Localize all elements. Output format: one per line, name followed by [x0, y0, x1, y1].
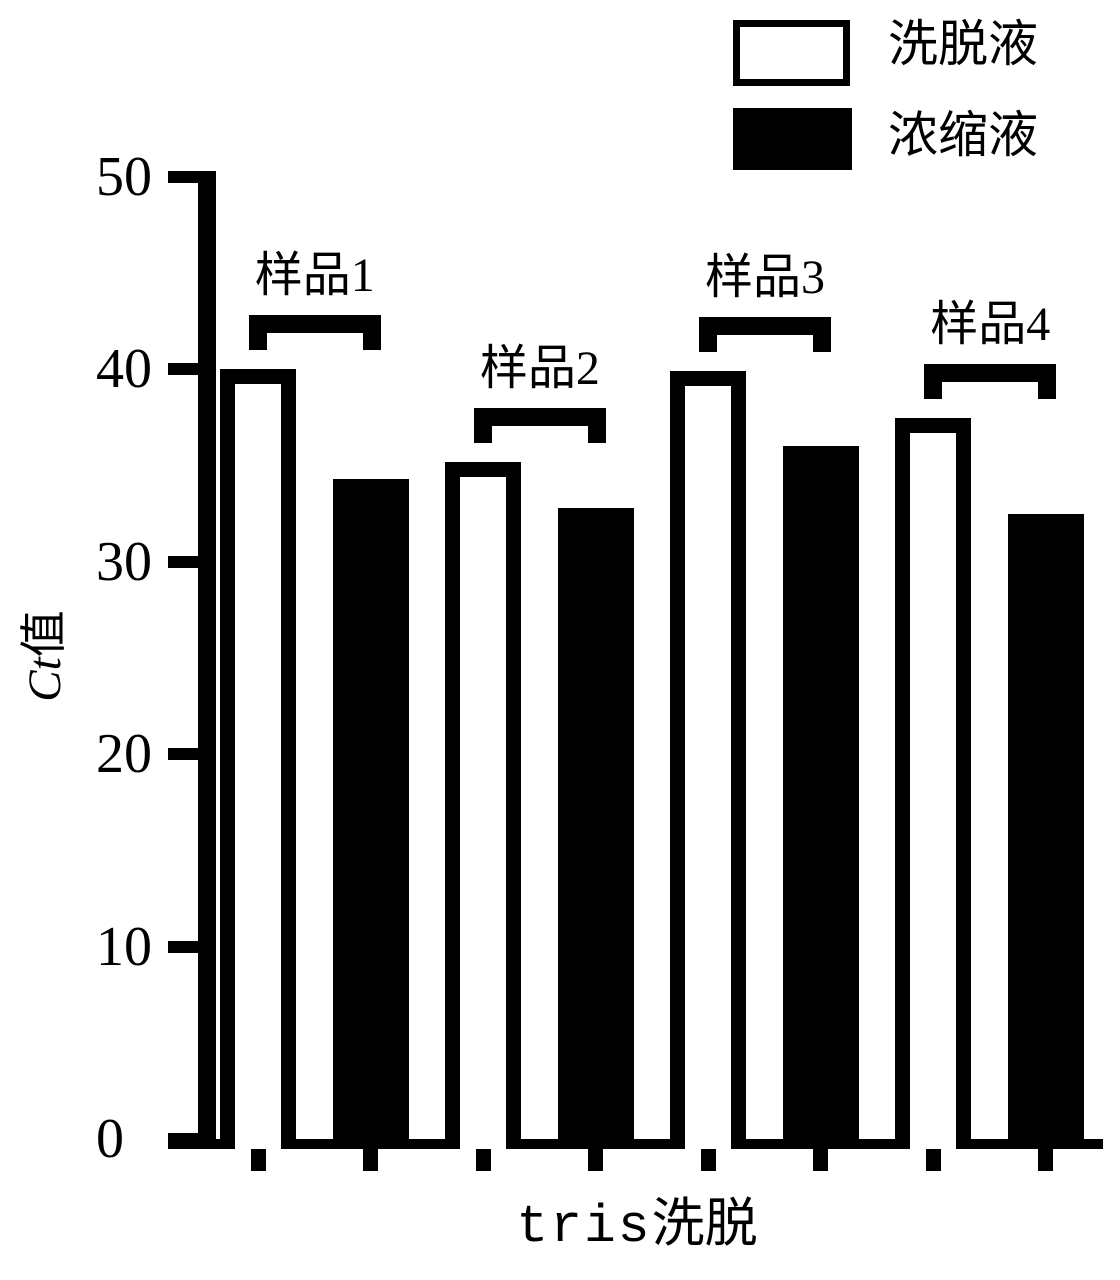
y-tick-label: 50 — [96, 146, 152, 208]
x-tick — [250, 1149, 266, 1171]
y-tick — [168, 555, 216, 568]
bar-concentrate-样品3 — [782, 446, 859, 1149]
x-tick — [475, 1149, 491, 1171]
group-label: 样品2 — [479, 341, 600, 395]
x-tick — [925, 1149, 941, 1171]
group-bracket — [699, 317, 831, 353]
x-tick — [813, 1149, 829, 1171]
bar-eluate-样品1 — [220, 369, 296, 1149]
y-tick-label: 40 — [96, 338, 152, 401]
bar-concentrate-样品1 — [332, 479, 409, 1149]
group-label: 样品1 — [254, 249, 375, 303]
legend-label-eluate: 洗脱液 — [888, 16, 1038, 72]
group-bracket — [474, 407, 606, 443]
x-axis-label-cjk: 洗脱 — [651, 1195, 758, 1253]
bar-eluate-样品2 — [445, 461, 522, 1149]
y-axis-title-cjk: 值 — [19, 610, 71, 658]
group-bracket — [924, 363, 1056, 399]
y-tick — [168, 363, 216, 376]
x-axis-line — [168, 1139, 1103, 1149]
x-tick — [588, 1149, 604, 1171]
y-tick — [168, 171, 216, 183]
y-axis-line — [198, 171, 216, 1149]
x-tick — [1038, 1149, 1054, 1171]
group-label: 样品3 — [705, 251, 826, 305]
bar-eluate-样品4 — [895, 417, 972, 1149]
y-tick-label: 0 — [96, 1108, 124, 1170]
x-tick — [363, 1149, 379, 1171]
y-tick-label: 30 — [96, 530, 152, 593]
legend-swatch-eluate — [733, 20, 850, 86]
legend-label-concentrate: 浓缩液 — [888, 107, 1038, 163]
y-axis-title-italic: Ct — [19, 657, 71, 702]
bar-eluate-样品3 — [670, 371, 747, 1149]
x-axis-label: tris洗脱 — [516, 1196, 757, 1255]
y-axis-title: Ct值 — [19, 610, 71, 702]
y-tick-label: 10 — [96, 915, 152, 978]
x-tick — [700, 1149, 716, 1171]
y-tick — [168, 940, 216, 953]
x-axis-label-latin: tris — [516, 1197, 652, 1257]
bar-concentrate-样品4 — [1007, 513, 1084, 1149]
y-tick-label: 20 — [96, 723, 152, 786]
y-tick — [168, 1133, 216, 1145]
legend-swatch-concentrate — [733, 108, 852, 170]
group-bracket — [249, 315, 381, 351]
y-tick — [168, 748, 216, 761]
group-label: 样品4 — [930, 297, 1051, 351]
bar-concentrate-样品2 — [557, 507, 634, 1149]
